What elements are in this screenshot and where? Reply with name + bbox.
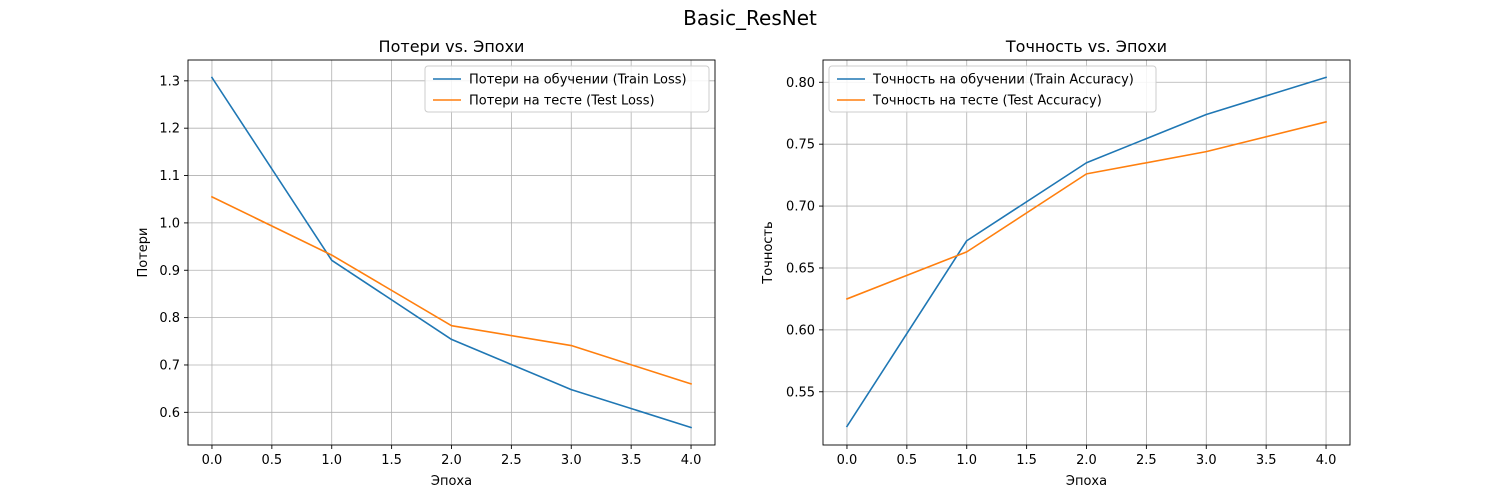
- x-tick-label: 2.5: [1136, 453, 1157, 468]
- grid-lines: [188, 60, 715, 445]
- legend-label-1: Точность на обучении (Train Accuracy): [872, 73, 1134, 88]
- x-tick-label: 1.0: [956, 453, 977, 468]
- chart-title: Потери vs. Эпохи: [379, 37, 525, 56]
- legend: Точность на обучении (Train Accuracy) Точ…: [828, 65, 1157, 113]
- x-tick-label: 0.0: [837, 453, 858, 468]
- x-tick-label: 1.5: [1016, 453, 1037, 468]
- grid-lines: [823, 60, 1350, 445]
- series-line-1: [210, 76, 693, 429]
- x-tick-label: 3.0: [1196, 453, 1217, 468]
- y-tick-label: 1.1: [159, 169, 180, 184]
- legend-label-2: Точность на тесте (Test Accuracy): [872, 94, 1102, 109]
- figure-suptitle: Basic_ResNet: [683, 6, 817, 30]
- legend-box: [828, 65, 1157, 113]
- x-tick-label: 0.0: [202, 453, 223, 468]
- y-axis-label: Точность: [761, 221, 776, 284]
- y-tick-label: 0.9: [159, 264, 180, 279]
- legend-label-1: Потери на обучении (Train Loss): [469, 73, 687, 88]
- y-tick-label: 0.70: [786, 200, 815, 215]
- y-tick-label: 0.75: [786, 138, 815, 153]
- x-tick-label: 3.0: [561, 453, 582, 468]
- x-axis-label: Эпоха: [431, 474, 472, 489]
- x-axis-label: Эпоха: [1066, 474, 1107, 489]
- series-line-1: [845, 76, 1328, 428]
- series-line-2: [210, 195, 693, 385]
- chart-panel-2: 0.0 0.5 1.0 1.5 2.0 2.5 3.0 3.5 4.0 0.55 0.60 0.65 0…: [761, 37, 1351, 489]
- y-tick-label: 0.7: [159, 358, 180, 373]
- legend: Потери на обучении (Train Loss) Потери на…: [424, 65, 710, 113]
- y-tick-label: 0.8: [159, 311, 180, 326]
- y-tick-label: 1.0: [159, 216, 180, 231]
- x-tick-label: 2.0: [1076, 453, 1097, 468]
- legend-box: [424, 65, 710, 113]
- x-tick-label: 2.5: [501, 453, 522, 468]
- series-line-2: [845, 120, 1328, 300]
- x-tick-label: 3.5: [1256, 453, 1277, 468]
- y-tick-label: 0.65: [786, 261, 815, 276]
- x-tick-label: 1.5: [381, 453, 402, 468]
- y-tick-label: 0.55: [786, 385, 815, 400]
- x-tick-label: 4.0: [1316, 453, 1337, 468]
- x-tick-label: 4.0: [681, 453, 702, 468]
- x-tick-label: 1.0: [321, 453, 342, 468]
- x-tick-label: 3.5: [621, 453, 642, 468]
- y-tick-label: 0.6: [159, 406, 180, 421]
- y-tick-label: 0.60: [786, 323, 815, 338]
- chart-panel-1: 0.0 0.5 1.0 1.5 2.0 2.5 3.0 3.5 4.0 0.6 0.7 0.8 0.9 1…: [136, 37, 716, 489]
- chart-title: Точность vs. Эпохи: [1005, 37, 1167, 56]
- y-tick-label: 0.80: [786, 76, 815, 91]
- y-axis-label: Потери: [136, 227, 151, 277]
- x-tick-label: 2.0: [441, 453, 462, 468]
- legend-label-2: Потери на тесте (Test Loss): [469, 94, 655, 109]
- x-tick-label: 0.5: [261, 453, 282, 468]
- x-tick-label: 0.5: [896, 453, 917, 468]
- y-tick-label: 1.3: [159, 74, 180, 89]
- y-tick-label: 1.2: [159, 122, 180, 137]
